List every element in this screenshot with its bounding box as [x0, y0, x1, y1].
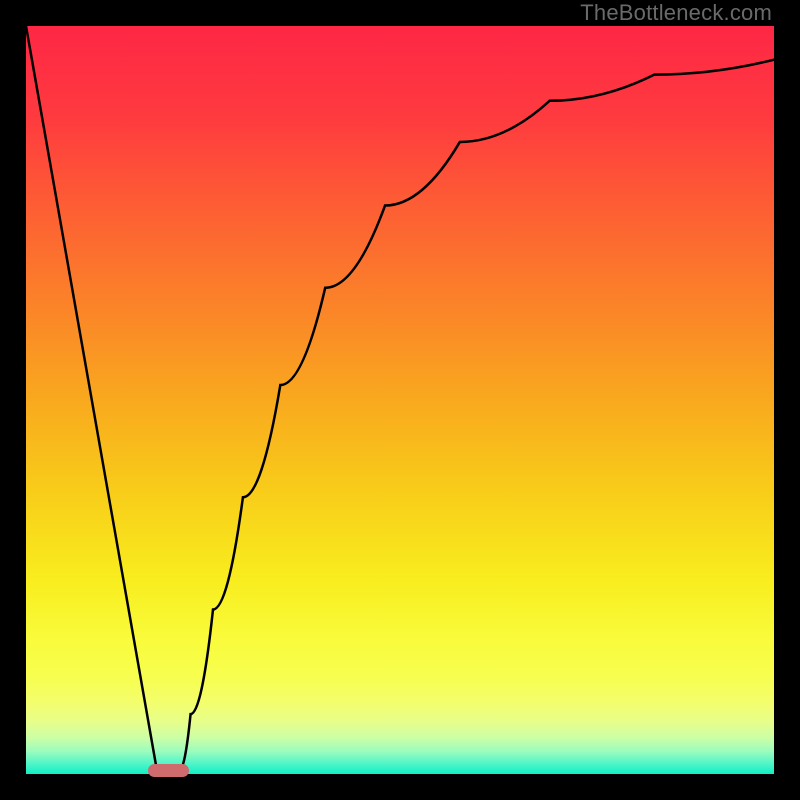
chart-container: TheBottleneck.com — [0, 0, 800, 800]
gradient-background — [26, 26, 774, 774]
watermark-text: TheBottleneck.com — [580, 0, 772, 26]
minimum-marker — [148, 764, 189, 777]
plot-area — [26, 26, 774, 774]
